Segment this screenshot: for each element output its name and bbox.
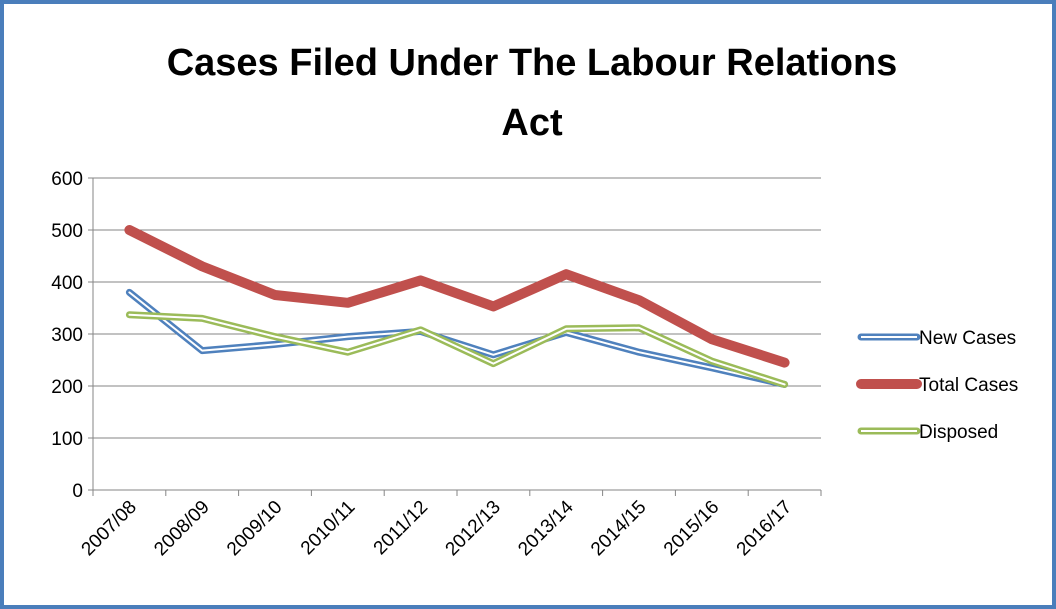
y-tick-label: 500 [51,221,83,242]
y-tick-label: 0 [72,481,83,502]
x-tick-label: 2009/10 [223,497,286,560]
y-tick-label: 100 [51,429,83,450]
line-chart: 0 100 200 300 400 500 600 2007/08 2008/09 2009/10… [51,169,1018,560]
x-tick-label: 2012/13 [442,497,505,560]
x-tick-label: 2016/17 [733,497,796,560]
legend-label-disposed: Disposed [919,422,998,443]
x-tick-label: 2008/09 [150,497,213,560]
y-tick-label: 300 [51,325,83,346]
y-tick-label: 600 [51,169,83,190]
legend-label-new-cases: New Cases [919,328,1016,349]
y-tick-label: 400 [51,273,83,294]
y-tick-label: 200 [51,377,83,398]
legend-label-total-cases: Total Cases [919,375,1018,396]
x-tick-label: 2011/12 [370,497,432,559]
x-tick-label: 2013/14 [514,496,578,560]
x-tick-label: 2010/11 [297,497,359,559]
x-tick-label: 2015/16 [660,497,723,560]
series-line-inner-new-cases [128,291,786,386]
x-tick-label: 2007/08 [78,497,141,560]
series-line-inner-disposed [128,313,786,386]
series-line-new-cases [125,288,789,388]
series-line-total-cases [124,225,790,368]
chart-title-line-1: Cases Filed Under The Labour Relations [166,42,898,84]
chart-title-line-2: Act [501,102,563,144]
x-tick-label: 2014/15 [587,497,650,560]
